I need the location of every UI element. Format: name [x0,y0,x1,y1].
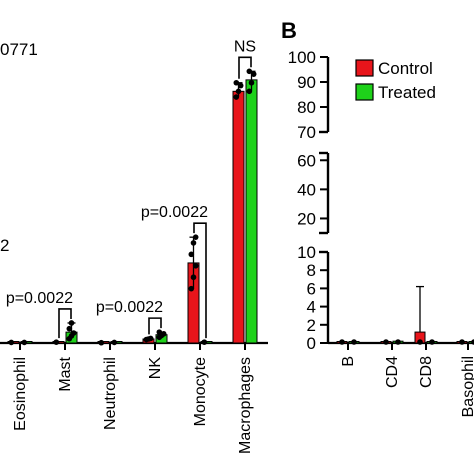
data-point [68,320,75,326]
x-tick-label: CD8 [418,356,435,388]
data-point [459,339,465,345]
data-point [188,285,195,292]
y-tick-label: 6 [307,279,316,298]
data-point [156,329,163,335]
bar-treated [245,79,258,344]
y-tick-label: 90 [297,73,316,92]
x-tick-label: Monocyte [192,357,209,426]
data-point [188,251,195,258]
panel-a: 0771 2 Eosinophil Mast Neutrophil NK Monocyte M… [0,38,268,454]
data-point [237,82,244,89]
data-point [351,339,357,345]
data-point [235,88,242,95]
significance-label: p=0.0022 [96,299,163,316]
significance-bracket [58,308,72,339]
y-tick-label: 4 [307,298,316,317]
data-point [21,339,28,346]
x-tick-label: CD4 [384,356,401,388]
data-point [147,335,154,342]
y-tick-label: 60 [297,151,316,170]
significance-bracket [193,222,207,339]
x-tick-label: B [340,356,357,367]
data-point [201,339,208,345]
y-tick-label: 70 [297,123,316,142]
data-point [339,339,345,345]
data-point [233,94,240,100]
significance-label: NS [234,38,256,55]
legend-label-control: Control [378,59,433,78]
data-point [248,79,255,86]
y-tick-label: 20 [297,209,316,228]
significance-bracket [238,56,252,79]
data-point [192,262,199,269]
data-point [190,240,197,246]
data-point [429,339,435,345]
data-point [190,274,197,281]
significance-label: p=0.0022 [141,204,208,221]
x-tick-label: Mast [57,356,74,391]
y-tick-label: 100 [288,48,316,67]
bar-control [232,90,245,344]
legend-label-treated: Treated [378,83,436,102]
y-tick-label: 80 [297,98,316,117]
y-tick-label: 8 [307,261,316,280]
data-point [111,339,118,346]
panel-b-label: B [281,18,297,43]
x-tick-label: NK [147,357,164,380]
y-tick-label: 2 [307,316,316,335]
y-tick-label: 40 [297,180,316,199]
legend-swatch-treated [355,83,374,101]
data-point [395,339,401,345]
data-point [70,330,77,336]
data-point [192,234,199,240]
data-point [246,68,253,75]
significance-bracket [148,317,162,335]
data-point [160,331,167,337]
x-tick-label: Basophil [460,356,474,417]
fragment-text-mid: 2 [0,236,9,255]
data-point [417,339,423,345]
significance-label: p=0.0022 [6,290,73,307]
x-tick-label: Eosinophil [12,357,29,431]
data-point [8,339,15,346]
y-tick-label: 10 [297,243,316,262]
y-tick-label: 0 [307,334,316,353]
legend: Control Treated [355,59,436,102]
fragment-text-top: 0771 [0,40,38,59]
data-point [98,339,105,346]
data-point [383,339,389,345]
data-point [246,88,253,95]
data-point [250,71,257,77]
data-point [233,79,240,86]
data-point [53,339,60,345]
data-point [66,325,73,332]
data-point [471,339,474,345]
x-tick-label: Neutrophil [102,357,119,430]
x-tick-label: Macrophages [237,357,254,454]
legend-swatch-control [355,59,374,77]
